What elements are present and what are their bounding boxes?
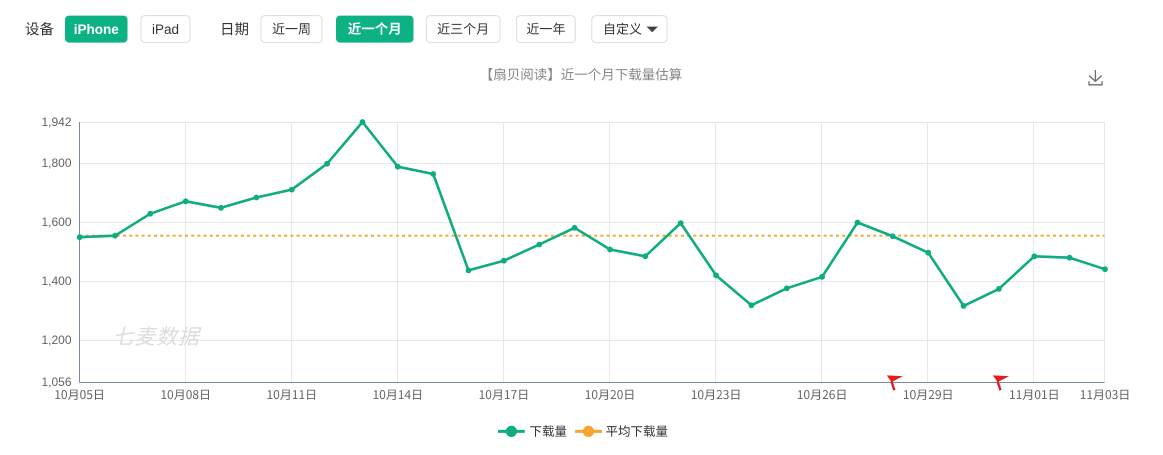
svg-text:1,056: 1,056 — [41, 375, 71, 389]
svg-text:iPad: iPad — [152, 22, 179, 37]
svg-text:iPhone: iPhone — [74, 22, 119, 37]
svg-text:1,800: 1,800 — [41, 156, 71, 170]
svg-text:1,400: 1,400 — [41, 274, 71, 288]
svg-text:1,600: 1,600 — [41, 215, 71, 229]
svg-text:1,200: 1,200 — [41, 333, 71, 347]
svg-text:1,942: 1,942 — [41, 115, 71, 129]
